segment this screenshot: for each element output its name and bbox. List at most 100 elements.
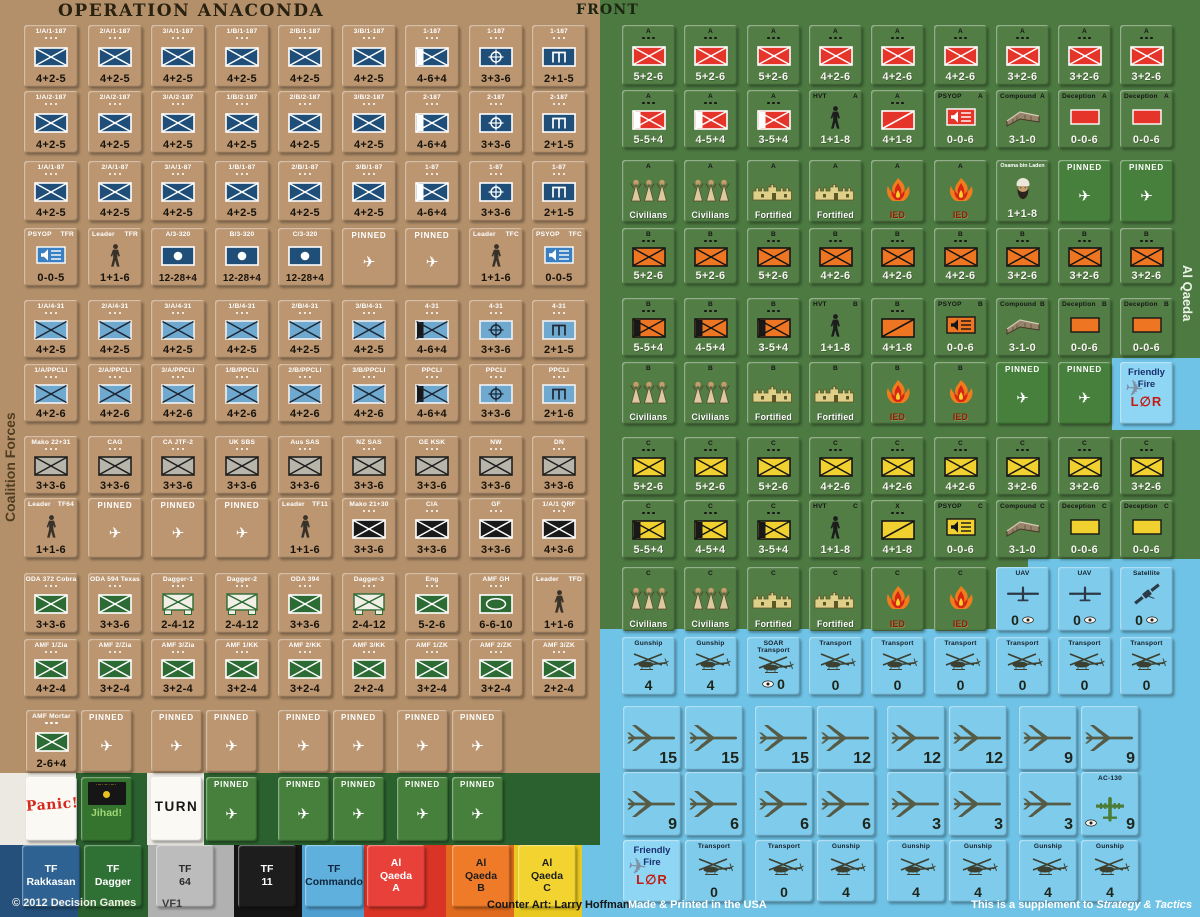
unit-size-dots (469, 102, 523, 106)
counter-label: 3/A/PPCLI (161, 366, 195, 374)
counter-label: Compound C (1000, 502, 1045, 510)
counter-2-a-ppcli: 2/A/PPCLI 4+2-6 (88, 364, 142, 422)
counter-label: 3/A/2-187 (162, 93, 194, 101)
counter-label: Transport (819, 639, 852, 647)
infantry-icon (26, 725, 77, 759)
counter-1-a-1-qrf: 1/A/1 QRF 4+3-6 (532, 498, 586, 558)
combat-values: 4+1-8 (882, 543, 913, 556)
counter-label: Leader TFC (473, 230, 519, 238)
combat-values: 4+2-6 (100, 407, 130, 420)
counter-label: 1/B/2-187 (226, 93, 258, 101)
counter-a: A 4+2-6 (809, 25, 862, 85)
counter-3-b-2-187: 3/B/2-187 4+2-5 (342, 91, 396, 153)
counter-label: A (771, 27, 776, 35)
combat-values: 1+1-8 (820, 341, 851, 354)
unit-size-dots (405, 36, 459, 40)
infantry-icon (278, 106, 332, 140)
psyop-speaker-icon (934, 510, 987, 544)
weapons-unit-icon (622, 313, 675, 343)
counter-b: B Civilians (684, 362, 737, 424)
counter-al-qaeda-c: Al Qaeda C (518, 845, 576, 907)
counter-label: PINNED (285, 779, 322, 789)
air-value: 6 (800, 816, 809, 833)
air-section-background (1028, 559, 1200, 635)
unit-size-dots (871, 309, 924, 313)
combat-values: 1+1-6 (100, 271, 130, 284)
ied-flame-icon (871, 170, 924, 210)
civilians-icon (684, 170, 737, 210)
counter-label: A (708, 27, 713, 35)
combat-values: 5+2-6 (758, 70, 789, 83)
counter-oda-394: ODA 394 3+3-6 (278, 573, 332, 633)
counter-label: Deception B (1124, 300, 1169, 308)
counter-tf-64: TF 64 (156, 845, 214, 907)
counter-label: B (646, 300, 651, 308)
counter-tf-commando: TF Commando (305, 845, 363, 907)
infantry-icon (215, 379, 269, 409)
infantry-icon (88, 379, 142, 409)
counter-label: C (958, 439, 963, 447)
combat-values: 1+1-8 (820, 543, 851, 556)
helicopter-icon (996, 647, 1049, 677)
unit-size-dots (88, 172, 142, 176)
helicopter-icon (817, 850, 875, 884)
counter-label: 1/A/1 QRF (542, 500, 576, 508)
counter-label: B (771, 300, 776, 308)
counter-label: B (1082, 230, 1087, 238)
air-value: 9 (1126, 750, 1135, 767)
counter-bmb: 3 (887, 772, 945, 836)
counter-pin: PINNED ✈ (342, 228, 396, 286)
counter-label: Gunship (831, 842, 861, 850)
combat-values: 3+3-6 (354, 479, 384, 492)
bomber-icon (817, 772, 875, 836)
mortar-icon (532, 106, 586, 140)
counter-label: PINNED (404, 712, 441, 722)
counter-1-187: 1-187 3+3-6 (469, 25, 523, 87)
air-value: 3 (932, 816, 941, 833)
combat-values: 3+3-6 (481, 343, 511, 356)
unit-size-dots (996, 448, 1049, 452)
deception-box-icon (1058, 510, 1111, 544)
counter-pin: PINNED ✈ (278, 710, 329, 772)
counter-label: AMF 1/KK (225, 641, 259, 649)
infantry-icon (684, 243, 737, 271)
counter-label: C (958, 569, 963, 577)
infantry-icon (996, 243, 1049, 271)
counter-uav: UAV 0 (1058, 567, 1111, 631)
unit-size-dots (532, 102, 586, 106)
air-value: 15 (659, 750, 677, 767)
infantry-icon (996, 452, 1049, 482)
counter-label: Al (390, 857, 402, 870)
counter-ppcli: PPCLI 4-6+4 (405, 364, 459, 422)
combat-values: 2+1-5 (544, 72, 574, 85)
infantry-icon (622, 243, 675, 271)
air-value: 0 (1073, 612, 1081, 628)
counter-ping: PINNED ✈ (278, 777, 329, 841)
counter-label: B (1144, 230, 1149, 238)
air-value: 0 (1011, 612, 1019, 628)
counter-bmb: 3 (1019, 772, 1077, 836)
counter-a: A 3+2-6 (1120, 25, 1173, 85)
unit-size-dots (622, 36, 675, 40)
mortar-icon (532, 379, 586, 409)
armor-icon (469, 588, 523, 620)
infantry-icon (747, 452, 800, 482)
combat-values: 0-0-6 (1132, 543, 1161, 556)
bomber-icon (623, 706, 681, 770)
unit-size-dots (405, 650, 459, 654)
air-value: 3 (1064, 816, 1073, 833)
ied-flame-icon (934, 372, 987, 412)
counter-amf-2-zk: AMF 2/ZK 3+2-4 (469, 639, 523, 697)
counter-label: Leader TFR (92, 230, 138, 238)
combat-values: 4-5+4 (695, 133, 726, 146)
unit-size-dots (469, 447, 523, 451)
counter-amf-3-zk: AMF 3/ZK 2+2-4 (532, 639, 586, 697)
counter-transport: Transport 0 (871, 637, 924, 695)
unit-size-dots (871, 511, 924, 515)
combat-values: 3+2-4 (417, 682, 447, 695)
counter-label: 1/A/4-31 (37, 302, 65, 310)
unit-size-dots (405, 102, 459, 106)
air-value: 0 (1018, 677, 1027, 693)
counter-label: Rakkasan (26, 876, 76, 888)
infantry-icon (469, 513, 523, 545)
